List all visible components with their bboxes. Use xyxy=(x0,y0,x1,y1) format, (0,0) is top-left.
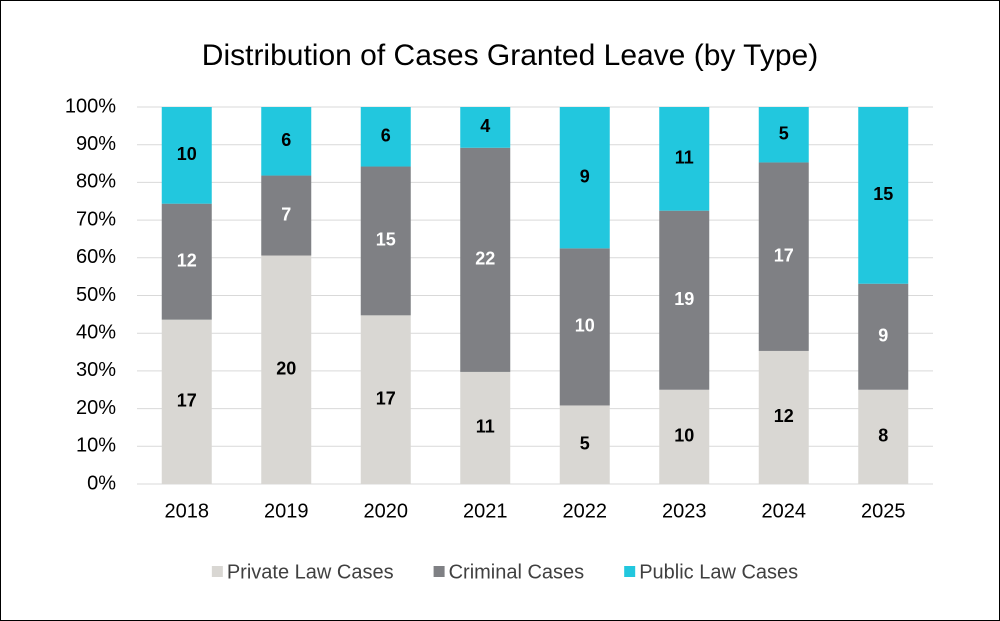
legend-label: Private Law Cases xyxy=(227,561,394,583)
bar-segment xyxy=(659,389,710,484)
bar-segment xyxy=(858,107,909,284)
y-tick-label: 80% xyxy=(76,171,116,193)
bar-segment xyxy=(559,107,610,249)
x-tick-label: 2023 xyxy=(662,500,707,522)
bar-segment xyxy=(758,350,809,484)
data-label: 10 xyxy=(674,426,694,446)
y-tick-label: 30% xyxy=(76,359,116,381)
y-tick-label: 10% xyxy=(76,435,116,457)
bar-segment xyxy=(360,166,411,316)
data-label: 4 xyxy=(480,116,490,136)
bar-segment xyxy=(360,315,411,484)
bar-segment xyxy=(858,283,909,390)
bar-segment xyxy=(460,371,511,484)
x-tick-label: 2018 xyxy=(165,500,210,522)
bar-segment xyxy=(261,107,312,176)
chart-title: Distribution of Cases Granted Leave (by … xyxy=(202,39,818,72)
data-label: 9 xyxy=(580,166,590,186)
bar-segment xyxy=(659,210,710,390)
data-label: 9 xyxy=(878,325,888,345)
data-label: 15 xyxy=(376,230,396,250)
legend-label: Public Law Cases xyxy=(639,561,798,583)
data-label: 11 xyxy=(476,417,495,437)
y-tick-label: 40% xyxy=(76,321,116,343)
x-tick-label: 2019 xyxy=(264,500,309,522)
data-label: 6 xyxy=(281,130,291,150)
legend-swatch xyxy=(433,566,445,577)
data-label: 20 xyxy=(276,359,296,379)
data-label: 19 xyxy=(674,289,694,309)
bar-segment xyxy=(559,405,610,484)
y-tick-label: 100% xyxy=(65,95,116,117)
bar-segment xyxy=(161,319,212,484)
bar-segment xyxy=(659,107,710,211)
x-tick-label: 2021 xyxy=(463,500,508,522)
bar-segment xyxy=(758,162,809,351)
data-label: 12 xyxy=(774,406,794,426)
legend-swatch xyxy=(211,566,223,577)
data-label: 8 xyxy=(878,426,888,446)
bar-segment xyxy=(758,107,809,163)
y-tick-label: 0% xyxy=(87,472,116,494)
data-label: 17 xyxy=(774,245,794,265)
bar-segment xyxy=(261,175,312,256)
bar-segment xyxy=(858,389,909,484)
y-tick-label: 20% xyxy=(76,397,116,419)
y-tick-label: 50% xyxy=(76,284,116,306)
data-label: 10 xyxy=(177,144,197,164)
data-label: 15 xyxy=(873,184,893,204)
bar-segment xyxy=(161,203,212,320)
bar-segment xyxy=(559,248,610,406)
x-tick-label: 2020 xyxy=(364,500,409,522)
y-tick-label: 90% xyxy=(76,133,116,155)
data-label: 5 xyxy=(580,433,590,453)
bar-segment xyxy=(261,255,312,484)
data-label: 10 xyxy=(575,316,595,336)
y-tick-label: 70% xyxy=(76,208,116,230)
data-label: 17 xyxy=(177,391,197,411)
data-label: 5 xyxy=(779,123,789,143)
bar-segment xyxy=(460,147,511,372)
data-label: 6 xyxy=(381,126,391,146)
legend-swatch xyxy=(624,566,636,577)
data-label: 22 xyxy=(475,249,495,269)
bar-segment xyxy=(460,107,511,148)
legend-label: Criminal Cases xyxy=(449,561,585,583)
data-label: 11 xyxy=(675,148,694,168)
x-tick-label: 2024 xyxy=(762,500,807,522)
bar-segment xyxy=(161,107,212,204)
data-label: 12 xyxy=(177,250,197,270)
y-tick-label: 60% xyxy=(76,246,116,268)
data-label: 17 xyxy=(376,388,396,408)
x-tick-label: 2022 xyxy=(563,500,608,522)
x-tick-label: 2025 xyxy=(861,500,906,522)
bar-segment xyxy=(360,107,411,167)
data-label: 7 xyxy=(281,204,291,224)
